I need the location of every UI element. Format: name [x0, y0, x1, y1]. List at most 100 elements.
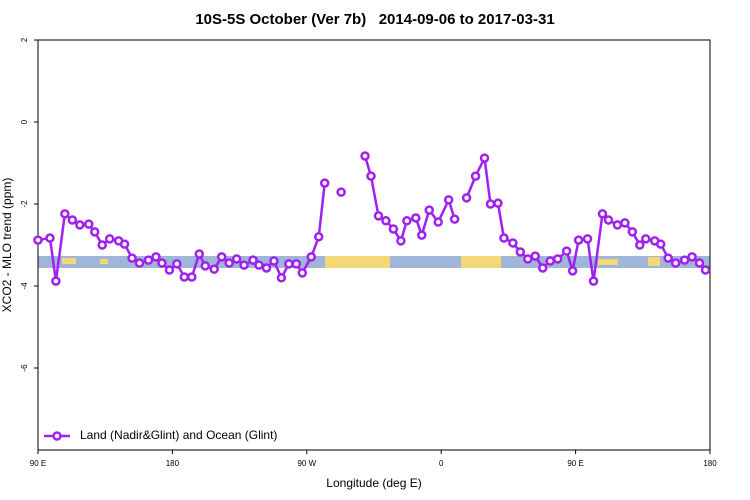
chart-title: 10S-5S October (Ver 7b) 2014-09-06 to 20… — [195, 11, 554, 28]
data-point — [336, 187, 346, 197]
data-point — [360, 151, 370, 161]
data-point — [134, 258, 145, 268]
y-tick-label: 0 — [20, 119, 29, 124]
data-point — [261, 263, 272, 273]
data-point — [582, 234, 593, 244]
data-point — [523, 254, 533, 264]
data-point — [45, 233, 55, 243]
data-point — [366, 171, 376, 181]
data-point — [254, 260, 264, 270]
data-point — [60, 209, 70, 219]
data-point — [567, 266, 578, 276]
data-point — [552, 254, 563, 264]
data-point — [627, 227, 638, 237]
data-point — [499, 233, 509, 243]
data-point — [561, 246, 572, 256]
x-tick-label: 180 — [166, 459, 180, 468]
data-point — [485, 199, 496, 209]
data-point — [276, 273, 287, 283]
y-tick-label: -2 — [20, 200, 29, 208]
data-point — [461, 193, 472, 203]
data-point — [231, 254, 242, 264]
data-point — [373, 211, 384, 221]
data-point — [127, 253, 137, 263]
data-point — [51, 276, 61, 286]
data-point — [493, 198, 503, 208]
data-point — [537, 263, 548, 273]
data-point — [33, 235, 43, 245]
data-point — [597, 209, 608, 219]
data-point — [291, 259, 302, 269]
data-point — [84, 219, 94, 229]
data-point — [224, 258, 234, 268]
data-point — [239, 260, 249, 270]
data-point — [402, 216, 412, 226]
data-point — [313, 232, 324, 242]
data-point — [612, 220, 623, 230]
data-point — [143, 255, 154, 265]
data-point — [164, 265, 175, 275]
data-point — [209, 264, 219, 274]
data-point — [515, 247, 526, 257]
data-point — [388, 224, 399, 234]
data-point — [603, 215, 614, 225]
y-axis-label: XCO2 - MLO trend (ppm) — [0, 178, 14, 313]
data-point — [151, 252, 161, 262]
data-point — [545, 256, 555, 266]
data-point — [248, 255, 258, 265]
data-point — [679, 255, 690, 265]
data-point — [694, 258, 705, 268]
data-point — [641, 234, 651, 244]
data-point — [119, 239, 130, 249]
data-point — [670, 258, 681, 268]
data-point — [381, 216, 391, 226]
data-point — [306, 252, 317, 262]
data-point — [635, 240, 645, 250]
data-point — [396, 236, 406, 246]
x-tick-label: 180 — [703, 459, 717, 468]
data-point — [687, 252, 697, 262]
y-tick-label: -6 — [20, 364, 29, 372]
y-tick-label: -4 — [20, 282, 29, 290]
data-point — [172, 259, 182, 269]
data-point — [187, 272, 197, 282]
data-point — [530, 251, 541, 261]
y-tick-label: 2 — [20, 37, 29, 42]
data-point — [573, 235, 584, 245]
data-point — [424, 205, 435, 215]
data-point — [89, 227, 100, 237]
x-axis-label: Longitude (deg E) — [326, 476, 421, 490]
data-point — [700, 265, 711, 275]
legend-marker — [52, 431, 62, 441]
data-point — [479, 153, 490, 163]
legend-label: Land (Nadir&Glint) and Ocean (Glint) — [80, 428, 277, 442]
data-point — [194, 249, 205, 259]
data-point — [449, 214, 460, 224]
data-point — [588, 276, 599, 286]
data-point — [620, 218, 630, 228]
data-point — [67, 215, 78, 225]
legend: Land (Nadir&Glint) and Ocean (Glint) — [44, 428, 277, 442]
data-point — [179, 272, 190, 282]
data-point — [655, 239, 666, 249]
data-point — [433, 217, 443, 227]
data-point — [216, 252, 227, 262]
data-point — [319, 178, 330, 188]
data-point — [200, 261, 211, 271]
data-point — [104, 234, 115, 244]
data-point — [411, 213, 421, 223]
data-point — [470, 171, 481, 181]
data-point — [663, 253, 673, 263]
data-point — [297, 268, 308, 278]
x-tick-label: 90 W — [297, 459, 316, 468]
data-point — [417, 230, 427, 240]
data-point — [284, 259, 294, 269]
data-point — [157, 258, 167, 268]
data-point — [508, 238, 518, 248]
plot-frame — [37, 39, 711, 451]
data-point — [75, 220, 85, 230]
x-tick-label: 90 E — [567, 459, 583, 468]
data-point — [269, 256, 279, 266]
data-point — [97, 240, 107, 250]
